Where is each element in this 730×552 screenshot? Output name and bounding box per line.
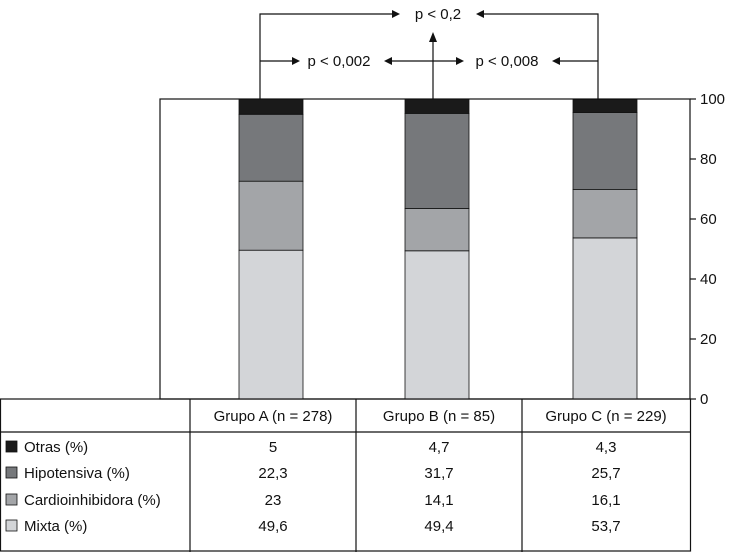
- data-label: 25,7: [591, 465, 620, 482]
- y-tick-label: 100: [700, 91, 725, 108]
- table-row: Cardioinhibidora (%) 23 14,1 16,1: [5, 492, 621, 509]
- category-header: Grupo A (n = 278): [214, 408, 333, 425]
- p-value-top: p < 0,2: [415, 6, 461, 23]
- y-tick-label: 20: [700, 331, 717, 348]
- table-row: Otras (%) 5 4,7 4,3: [5, 439, 617, 456]
- bar-segment: [572, 112, 638, 190]
- data-label: 49,4: [424, 518, 453, 535]
- p-value-left: p < 0,002: [308, 53, 371, 70]
- arrow-head-icon: [384, 57, 392, 65]
- top-bracket-left-line: [259, 13, 392, 99]
- series-label: Mixta (%): [24, 518, 87, 535]
- data-label: 16,1: [591, 492, 620, 509]
- series-label: Otras (%): [24, 439, 88, 456]
- bar-segment: [572, 99, 638, 113]
- bar-segment: [238, 98, 304, 115]
- arrow-head-up-icon: [429, 32, 437, 42]
- data-label: 53,7: [591, 518, 620, 535]
- y-tick-label: 60: [700, 211, 717, 228]
- y-axis: 0 20 40 60 80 100: [690, 91, 725, 408]
- bar-segment: [238, 180, 304, 251]
- arrow-head-icon: [552, 57, 560, 65]
- bar-segment: [572, 237, 638, 400]
- legend-swatch: [5, 466, 18, 479]
- arrow-head-icon: [292, 57, 300, 65]
- data-label: 14,1: [424, 492, 453, 509]
- y-tick-label: 40: [700, 271, 717, 288]
- y-tick-label: 0: [700, 391, 708, 408]
- data-label: 49,6: [258, 518, 287, 535]
- top-bracket-right-line: [484, 13, 599, 99]
- table-border: [0, 398, 692, 552]
- data-label: 4,7: [429, 439, 450, 456]
- data-label: 4,3: [596, 439, 617, 456]
- y-tick-label: 80: [700, 151, 717, 168]
- bars-group: [238, 98, 638, 400]
- bar-segment: [404, 98, 470, 114]
- table-row: Hipotensiva (%) 22,3 31,7 25,7: [5, 465, 621, 482]
- bar-segment: [238, 113, 304, 182]
- table-row: Mixta (%) 49,6 49,4 53,7: [5, 518, 621, 535]
- table-header-row: Grupo A (n = 278) Grupo B (n = 85) Grupo C…: [214, 408, 667, 425]
- bar-segment: [404, 208, 470, 252]
- legend-swatch: [5, 440, 18, 453]
- category-header: Grupo B (n = 85): [383, 408, 495, 425]
- significance-annotations: p < 0,2 p < 0,002 p < 0,008: [259, 6, 599, 99]
- bar-segment: [404, 250, 470, 400]
- data-label: 5: [269, 439, 277, 456]
- legend-swatch: [5, 493, 18, 506]
- legend-swatch: [5, 519, 18, 532]
- data-label: 22,3: [258, 465, 287, 482]
- category-header: Grupo C (n = 229): [545, 408, 666, 425]
- data-label: 23: [265, 492, 282, 509]
- arrow-head-icon: [476, 10, 484, 18]
- data-label: 31,7: [424, 465, 453, 482]
- table-body: Otras (%) 5 4,7 4,3 Hipotensiva (%) 22,3 31,7 2…: [5, 439, 621, 535]
- bar-segment: [572, 189, 638, 239]
- series-label: Cardioinhibidora (%): [24, 492, 161, 509]
- bar-segment: [238, 249, 304, 400]
- p-value-right: p < 0,008: [476, 53, 539, 70]
- series-label: Hipotensiva (%): [24, 465, 130, 482]
- data-table: Grupo A (n = 278) Grupo B (n = 85) Grupo C…: [0, 398, 692, 552]
- arrow-head-icon: [392, 10, 400, 18]
- bar-segment: [404, 113, 470, 209]
- arrow-head-icon: [456, 57, 464, 65]
